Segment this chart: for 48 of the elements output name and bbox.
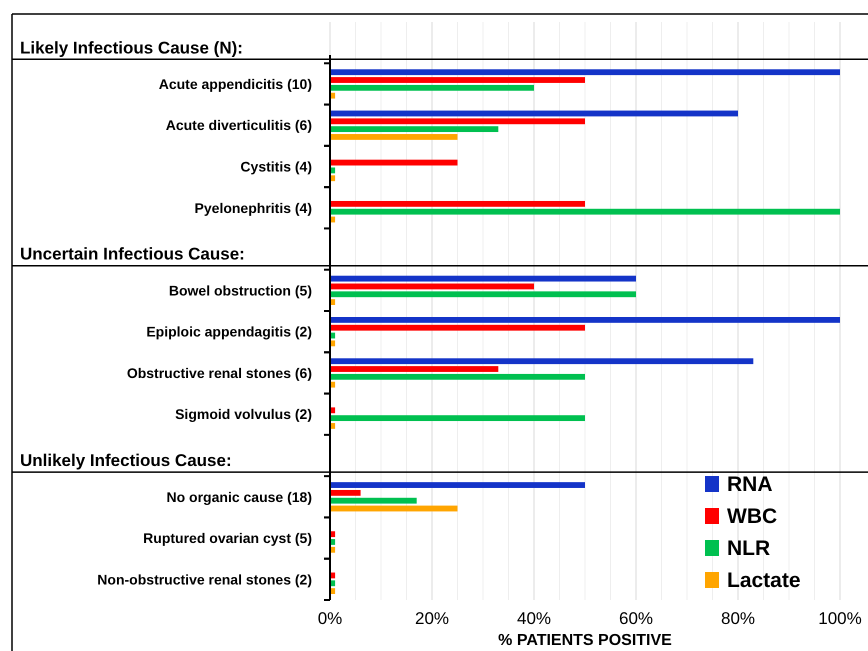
bar: [330, 77, 585, 83]
bar: [330, 134, 458, 140]
x-tick-label: 60%: [618, 609, 654, 628]
x-axis-title: % PATIENTS POSITIVE: [498, 632, 672, 649]
bar: [330, 110, 738, 116]
text: Unlikely Infectious Cause:: [20, 451, 232, 470]
y-tick-label: Epiploic appendagitis (2): [146, 324, 312, 340]
legend-label: Lactate: [727, 569, 801, 592]
bar: [330, 284, 534, 290]
y-tick-label: Acute appendicitis (10): [158, 76, 312, 92]
legend-label: NLR: [727, 537, 770, 560]
bar: [330, 324, 585, 331]
legend-label: RNA: [727, 473, 772, 496]
bar: [330, 374, 585, 380]
x-tick-label: 0%: [318, 609, 342, 628]
bar: [330, 415, 585, 422]
y-tick-label: Cystitis (4): [240, 158, 312, 174]
y-tick-label: Sigmoid volvulus (2): [175, 406, 312, 422]
y-tick-label: Bowel obstruction (5): [168, 282, 312, 298]
bar: [330, 490, 361, 496]
legend-label: WBC: [727, 505, 778, 528]
x-tick-label: 100%: [818, 609, 862, 628]
bar: [330, 366, 498, 372]
bar: [330, 200, 585, 207]
bar: [330, 84, 534, 91]
y-tick-label: Obstructive renal stones (6): [126, 364, 312, 381]
x-tick-label: 80%: [720, 609, 756, 628]
y-tick-label: Ruptured ovarian cyst (5): [143, 530, 312, 546]
bar: [330, 317, 840, 323]
bar: [330, 358, 754, 364]
x-tick-label: 40%: [516, 609, 552, 628]
bar: [330, 69, 840, 76]
bar: [330, 276, 636, 282]
y-tick-label: Acute diverticulitis (6): [166, 117, 312, 134]
y-tick-label: No organic cause (18): [166, 488, 312, 505]
bar: [330, 160, 458, 166]
y-tick-label: Pyelonephritis (4): [194, 200, 312, 216]
text: Likely Infectious Cause (N):: [20, 38, 243, 58]
bar: [330, 208, 840, 215]
bar: [330, 498, 417, 504]
y-tick-label: Non-obstructive renal stones (2): [97, 571, 312, 588]
bar: [330, 482, 585, 488]
bar: [330, 118, 585, 124]
x-tick-label: 20%: [414, 609, 450, 628]
text: Uncertain Infectious Cause:: [20, 244, 245, 264]
bar: [330, 506, 458, 512]
bar: [330, 126, 498, 132]
bar: [330, 291, 636, 298]
